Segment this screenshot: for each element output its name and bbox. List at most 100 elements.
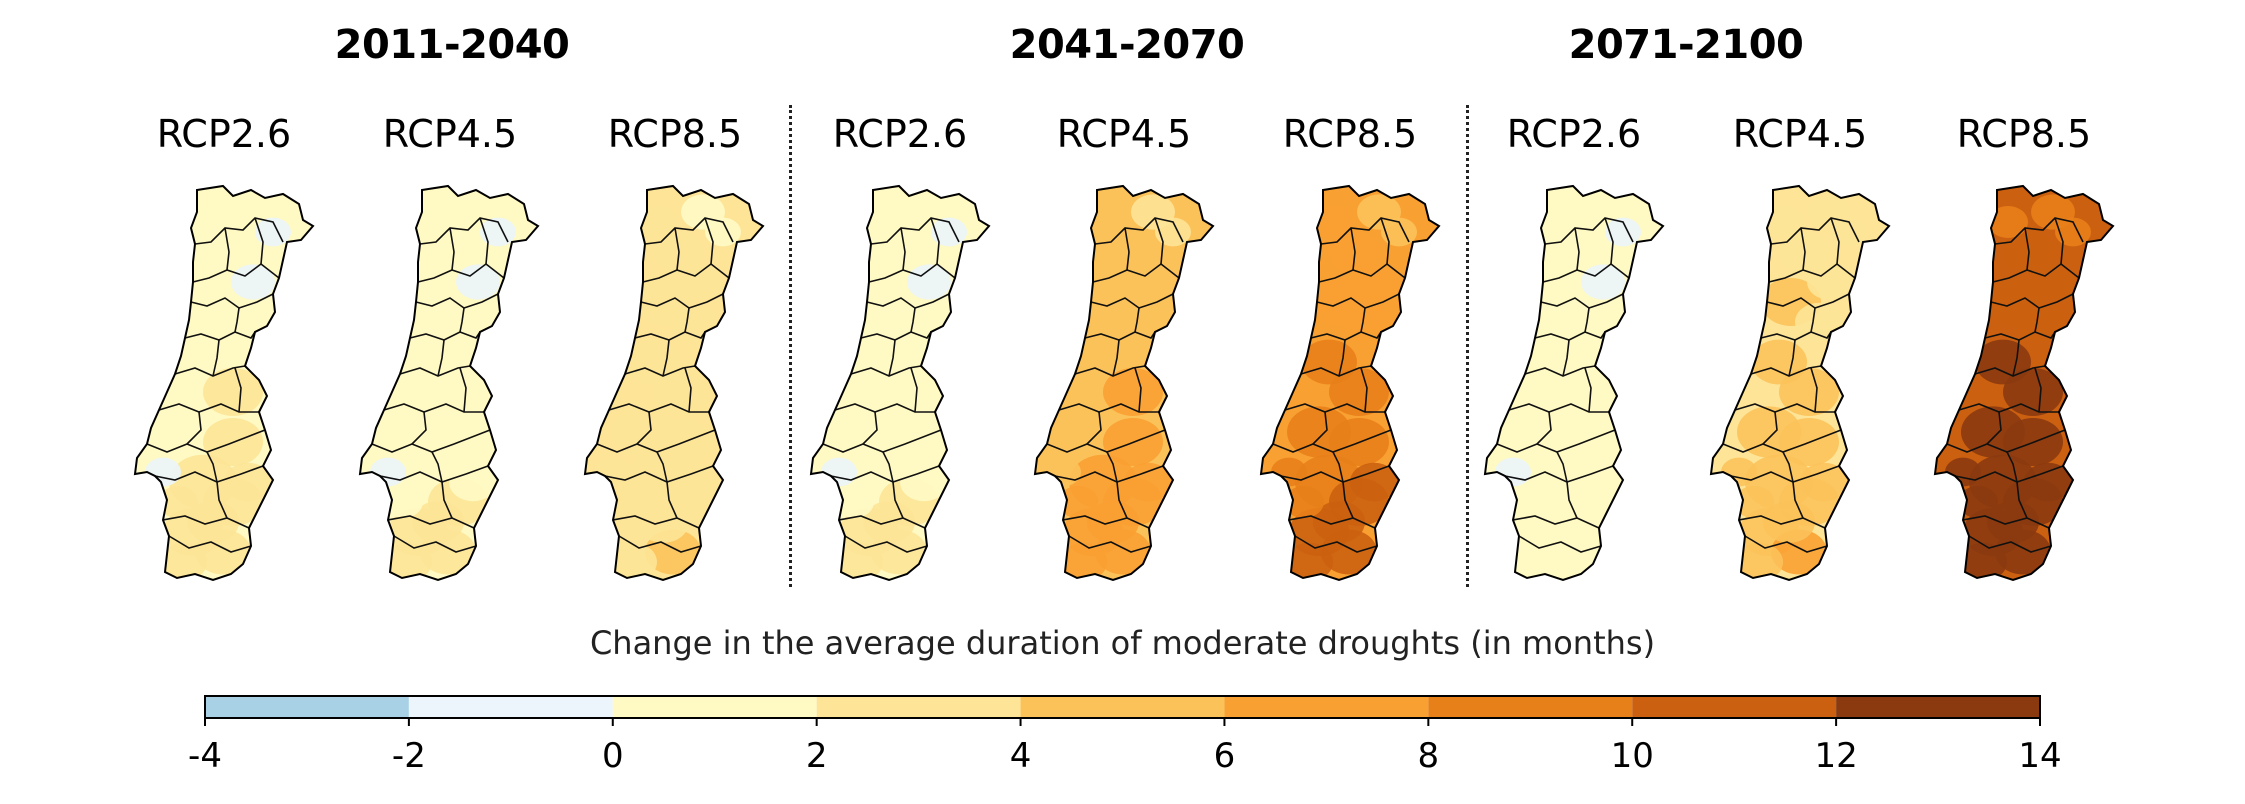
district-border — [1556, 451, 1568, 483]
district-border — [224, 227, 230, 271]
district-border — [868, 262, 956, 283]
district-border — [2012, 339, 2020, 377]
district-border — [192, 262, 280, 283]
district-border — [1766, 293, 1850, 309]
scenario-label: RCP2.6 — [832, 112, 968, 156]
district-border — [371, 429, 491, 453]
district-border — [666, 481, 678, 519]
scenario-label: RCP8.5 — [1282, 112, 1418, 156]
country-outline — [1933, 184, 2115, 582]
country-outline — [1033, 184, 1215, 582]
district-border — [387, 515, 475, 529]
district-border — [910, 307, 916, 333]
district-border — [892, 481, 904, 519]
colorbar-bin — [1428, 696, 1633, 718]
district-border — [882, 451, 894, 483]
district-border — [1984, 331, 2056, 341]
district-border — [459, 307, 465, 333]
portugal-map-2041-2070-rcp85 — [1250, 178, 1450, 588]
colorbar-bin — [1632, 696, 1837, 718]
district-border — [234, 367, 242, 413]
map-value-patch — [1124, 462, 1172, 502]
map-value-patch — [1509, 542, 1557, 580]
map-value-patch — [1959, 542, 2007, 580]
map-value-patch — [2024, 462, 2072, 502]
district-border — [844, 535, 928, 553]
district-border — [2024, 227, 2030, 271]
district-border — [1986, 411, 2002, 445]
map-value-patch — [159, 542, 207, 580]
colorbar-bin — [1836, 696, 2040, 718]
district-border — [1730, 465, 1840, 483]
district-border — [1604, 217, 1614, 265]
district-border — [2016, 481, 2028, 519]
district-border — [704, 217, 714, 265]
map-value-patch — [2002, 231, 2054, 273]
map-value-patch — [1958, 486, 1998, 518]
district-border — [1800, 227, 1806, 271]
map-value-patch — [1102, 231, 1154, 273]
district-border — [1584, 307, 1590, 333]
map-value-patch — [1538, 206, 1578, 238]
portugal-map-2041-2070-rcp26 — [800, 178, 1000, 588]
district-border — [1338, 339, 1346, 377]
district-border — [1536, 411, 1552, 445]
district-border — [1094, 217, 1184, 245]
district-border — [1310, 331, 1382, 341]
country-outline — [583, 184, 765, 582]
district-border — [1512, 515, 1600, 529]
map-value-patch — [1800, 462, 1848, 502]
district-border — [2006, 451, 2018, 483]
district-border — [162, 515, 250, 529]
map-value-patch — [1778, 231, 1830, 273]
map-value-patch — [835, 542, 883, 580]
district-border — [409, 331, 481, 341]
district-border — [1540, 293, 1624, 309]
map-value-patch — [158, 486, 198, 518]
district-border — [684, 307, 690, 333]
district-border — [158, 403, 259, 413]
colorbar-tick-label: 4 — [1009, 736, 1032, 776]
district-border — [431, 451, 443, 483]
district-border — [1062, 515, 1150, 529]
district-border — [1284, 403, 1385, 413]
map-value-patch — [1329, 368, 1389, 416]
map-value-patch — [608, 486, 648, 518]
map-value-patch — [1357, 264, 1401, 300]
district-border — [674, 227, 680, 271]
map-value-patch — [1328, 231, 1380, 273]
district-border — [1058, 403, 1159, 413]
period-divider — [789, 105, 792, 587]
district-border — [184, 331, 256, 341]
map-value-patch — [1574, 462, 1622, 502]
district-border — [1068, 535, 1152, 553]
scenario-label: RCP2.6 — [156, 112, 292, 156]
district-border — [206, 451, 218, 483]
map-value-patch — [383, 486, 423, 518]
district-border — [870, 217, 960, 245]
map-value-patch — [1508, 486, 1548, 518]
colorbar-bin — [1224, 696, 1429, 718]
colorbar-bin — [408, 696, 613, 718]
district-border — [1054, 465, 1164, 483]
district-border — [612, 515, 700, 529]
district-border — [1762, 411, 1778, 445]
district-border — [1106, 451, 1118, 483]
country-outline — [133, 184, 315, 582]
district-border — [1116, 481, 1128, 519]
district-border — [822, 429, 942, 453]
map-value-patch — [413, 206, 453, 238]
district-border — [1968, 535, 2052, 553]
period-title-2011-2040: 2011-2040 — [334, 22, 570, 68]
district-border — [838, 515, 926, 529]
district-border — [834, 403, 935, 413]
district-border — [1574, 227, 1580, 271]
colorbar-bin — [816, 696, 1021, 718]
district-border — [1738, 515, 1826, 529]
map-value-patch — [1131, 264, 1175, 300]
map-value-patch — [1350, 462, 1398, 502]
district-border — [618, 535, 702, 553]
map-value-patch — [1764, 206, 1804, 238]
colorbar-tick-label: 14 — [2018, 736, 2062, 776]
district-border — [1134, 307, 1140, 333]
